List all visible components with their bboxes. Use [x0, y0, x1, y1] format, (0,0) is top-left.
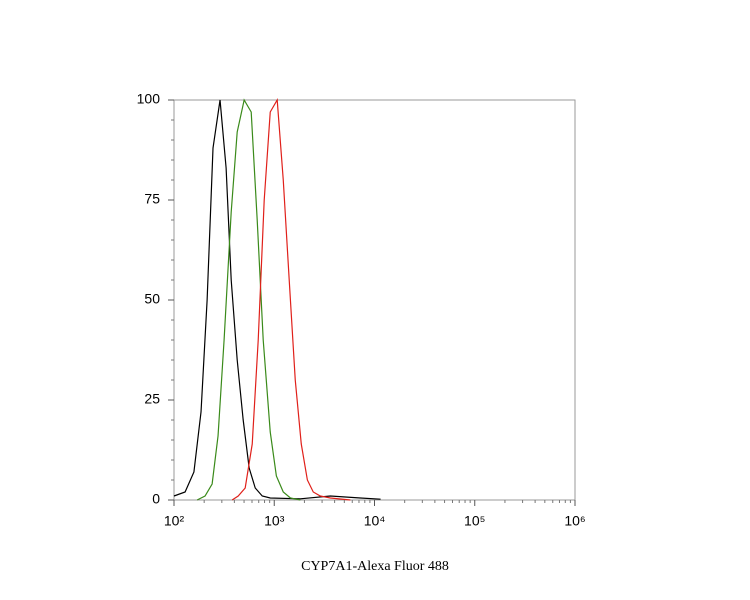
y-tick-label: 25	[144, 391, 160, 407]
plot-frame	[173, 99, 576, 501]
x-axis-label: CYP7A1-Alexa Fluor 488	[301, 559, 449, 574]
y-tick-label: 100	[137, 91, 161, 107]
x-tick-label: 10³	[264, 513, 285, 529]
x-tick-label: 10⁶	[564, 513, 585, 529]
y-tick-label: 75	[144, 191, 160, 207]
x-tick-label: 10⁴	[364, 513, 386, 529]
x-tick-label: 10⁵	[464, 513, 485, 529]
histogram-line	[196, 98, 301, 501]
y-tick-label: 50	[144, 291, 160, 307]
x-tick-label: 10²	[164, 513, 185, 529]
y-tick-label: 0	[152, 491, 160, 507]
histogram-line	[173, 99, 381, 500]
histogram-line	[231, 98, 351, 501]
